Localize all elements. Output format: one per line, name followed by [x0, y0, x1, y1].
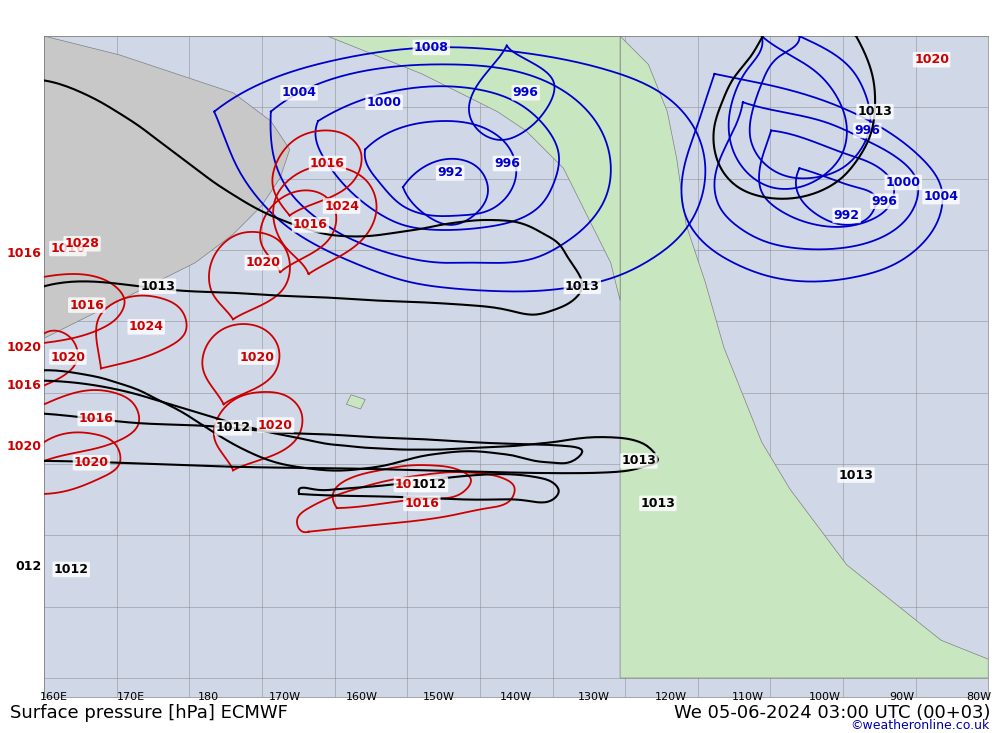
Polygon shape [44, 36, 290, 338]
Text: 100W: 100W [809, 692, 841, 702]
Text: 1016: 1016 [7, 247, 41, 259]
Text: 1013: 1013 [839, 468, 874, 482]
Text: 1020: 1020 [74, 456, 109, 469]
Text: 1013: 1013 [858, 105, 892, 118]
Text: 996: 996 [854, 124, 880, 137]
Text: 1020: 1020 [6, 341, 41, 354]
Text: 150W: 150W [423, 692, 455, 702]
Text: 992: 992 [834, 209, 860, 222]
Text: ©weatheronline.co.uk: ©weatheronline.co.uk [851, 719, 990, 732]
Text: 1020: 1020 [258, 419, 293, 432]
Text: 1016: 1016 [79, 412, 114, 425]
Text: 1020: 1020 [50, 350, 85, 364]
Text: 1016: 1016 [310, 157, 345, 170]
Text: 1016: 1016 [404, 497, 439, 510]
Text: 1024: 1024 [129, 320, 164, 334]
Text: 1020: 1020 [246, 256, 281, 269]
Text: 1004: 1004 [924, 190, 959, 203]
Text: 1013: 1013 [640, 497, 675, 510]
Text: 1020: 1020 [239, 350, 274, 364]
Text: 012: 012 [15, 560, 41, 573]
Text: 170E: 170E [117, 692, 145, 702]
Text: 1013: 1013 [140, 280, 175, 292]
Text: 1004: 1004 [282, 86, 317, 99]
Text: 1013: 1013 [565, 280, 600, 292]
Text: 120W: 120W [654, 692, 687, 702]
Text: 1016: 1016 [50, 242, 85, 255]
Text: 1020: 1020 [914, 54, 949, 66]
Polygon shape [346, 395, 365, 409]
Text: 140W: 140W [500, 692, 532, 702]
Text: 1012: 1012 [216, 421, 251, 435]
Text: 1016: 1016 [69, 298, 104, 312]
Text: We 05-06-2024 03:00 UTC (00+03): We 05-06-2024 03:00 UTC (00+03) [674, 704, 990, 722]
Text: 1020: 1020 [6, 441, 41, 453]
Text: 130W: 130W [577, 692, 609, 702]
Text: 110W: 110W [732, 692, 764, 702]
Text: 1012: 1012 [412, 478, 447, 491]
Text: 90W: 90W [889, 692, 914, 702]
Text: 180: 180 [197, 692, 218, 702]
Text: 1013: 1013 [622, 454, 656, 468]
Polygon shape [620, 36, 988, 678]
Text: 1012: 1012 [54, 563, 89, 576]
Text: 1008: 1008 [414, 41, 449, 54]
Text: 160W: 160W [346, 692, 378, 702]
Text: 170W: 170W [269, 692, 301, 702]
Text: 996: 996 [513, 86, 539, 99]
Text: Surface pressure [hPa] ECMWF: Surface pressure [hPa] ECMWF [10, 704, 288, 722]
Text: 1020: 1020 [395, 478, 430, 491]
Text: 160E: 160E [40, 692, 68, 702]
Text: 1024: 1024 [324, 199, 359, 213]
Text: 80W: 80W [966, 692, 991, 702]
Text: 1016: 1016 [7, 379, 41, 392]
Text: 992: 992 [437, 166, 463, 180]
Text: 996: 996 [494, 157, 520, 170]
Polygon shape [327, 36, 620, 301]
Text: 996: 996 [871, 195, 897, 207]
Text: 1000: 1000 [367, 96, 402, 108]
Text: 1016: 1016 [293, 218, 328, 232]
Text: 1028: 1028 [65, 237, 99, 250]
Text: 1000: 1000 [886, 176, 921, 189]
